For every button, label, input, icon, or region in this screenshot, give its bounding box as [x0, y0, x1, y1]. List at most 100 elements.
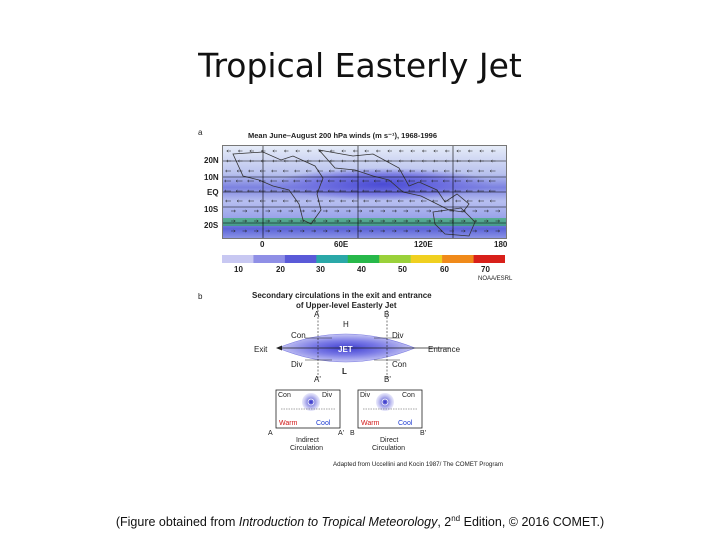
wind-arrow	[311, 209, 317, 213]
colorbar-swatch	[473, 255, 505, 263]
wind-arrow	[236, 169, 243, 173]
wind-arrow	[270, 179, 277, 183]
colorbar-tick-70: 70	[481, 265, 490, 274]
lat-label-20n: 20N	[204, 156, 219, 165]
wind-arrow	[236, 199, 243, 203]
wind-arrow	[465, 179, 473, 183]
wind-arrow	[350, 179, 358, 183]
wind-arrow	[472, 219, 477, 223]
wind-arrow	[456, 149, 461, 153]
wind-arrow	[380, 209, 386, 213]
wind-arrow	[449, 209, 455, 213]
colorbar-tick-10: 10	[234, 265, 243, 274]
panel-a-letter: a	[198, 128, 203, 137]
wind-arrow	[374, 199, 381, 203]
wind-arrow	[346, 219, 351, 223]
wind-arrow	[392, 229, 397, 233]
wind-arrow	[288, 209, 294, 213]
wind-arrow	[478, 169, 484, 173]
wind-arrow	[340, 169, 346, 173]
wind-arrow	[235, 179, 243, 183]
slide-title: Tropical Easterly Jet	[198, 46, 522, 85]
wind-arrow	[373, 189, 381, 193]
wind-arrow	[426, 219, 431, 223]
wind-arrow	[495, 219, 500, 223]
wind-arrow	[261, 149, 266, 153]
caption-prefix: (Figure obtained from	[115, 515, 239, 530]
wind-arrow	[284, 149, 289, 153]
wind-arrow	[323, 219, 328, 223]
wind-arrow	[426, 209, 432, 213]
wind-arrow	[281, 179, 289, 183]
wind-arrow	[238, 149, 243, 153]
lat-label-20s: 20S	[204, 221, 219, 230]
wind-arrow	[248, 169, 254, 173]
wind-arrow	[396, 179, 404, 183]
lon-label-180: 180	[494, 240, 508, 249]
label-high: H	[343, 320, 349, 329]
wind-arrow	[307, 149, 312, 153]
label-con-left: Con	[291, 331, 306, 340]
colorbar-tick-50: 50	[398, 265, 407, 274]
wind-arrow	[461, 209, 466, 213]
wind-arrow	[300, 209, 305, 213]
label-exit: Exit	[254, 345, 268, 354]
wind-arrow	[265, 209, 271, 213]
label-b-prime-top: B'	[384, 375, 391, 384]
wind-arrow	[386, 169, 392, 173]
wind-arrow	[399, 149, 404, 153]
wind-arrow	[271, 199, 277, 203]
wind-arrow	[477, 189, 484, 193]
wind-arrow	[385, 179, 392, 183]
direct-line2: Circulation	[372, 445, 406, 452]
wind-arrow	[477, 179, 484, 183]
wind-arrow	[247, 179, 254, 183]
wind-arrow	[235, 189, 243, 193]
wind-arrow	[271, 169, 277, 173]
colorbar-tick-40: 40	[357, 265, 366, 274]
wind-arrow	[272, 159, 277, 163]
wind-arrow	[385, 189, 392, 193]
wind-arrow	[495, 209, 501, 213]
wind-arrow	[484, 219, 489, 223]
wind-arrow	[442, 189, 450, 193]
wind-arrow	[432, 169, 438, 173]
wind-arrow	[415, 229, 420, 233]
wind-arrow	[247, 189, 254, 193]
wind-arrow	[293, 189, 300, 193]
wind-map	[222, 145, 507, 239]
label-low: L	[342, 367, 347, 376]
wind-arrow	[346, 209, 351, 213]
caption-middle: , 2	[437, 515, 452, 530]
wind-arrow	[433, 149, 438, 153]
wind-arrow	[421, 159, 427, 163]
label-b-top: B	[384, 310, 390, 319]
wind-arrow	[396, 189, 404, 193]
wind-arrow	[305, 169, 312, 173]
wind-arrow	[259, 199, 266, 203]
figure-caption: (Figure obtained from Introduction to Tr…	[0, 514, 720, 529]
wind-arrow	[295, 149, 300, 153]
diagram-credit: Adapted from Uccellini and Kocin 1987/ T…	[333, 461, 504, 468]
wind-arrow	[327, 189, 335, 193]
wind-arrow	[438, 229, 443, 233]
colorbar-tick-20: 20	[276, 265, 285, 274]
wind-arrow	[304, 189, 312, 193]
wind-arrow	[488, 189, 496, 193]
wind-arrow	[410, 159, 415, 163]
wind-arrow	[468, 149, 473, 153]
wind-arrow	[392, 219, 397, 223]
wind-arrow	[376, 149, 381, 153]
wind-arrow	[224, 189, 231, 193]
wind-arrow	[449, 219, 454, 223]
colorbar-swatch	[284, 255, 317, 263]
colorbar-tick-60: 60	[440, 265, 449, 274]
wind-arrow	[304, 179, 312, 183]
colorbar-swatch	[442, 255, 474, 263]
wind-arrow	[224, 179, 231, 183]
wind-arrow	[431, 179, 438, 183]
wind-arrow	[465, 189, 473, 193]
wind-arrow	[340, 199, 346, 203]
wind-arrow	[438, 209, 443, 213]
wind-arrow	[329, 159, 335, 163]
